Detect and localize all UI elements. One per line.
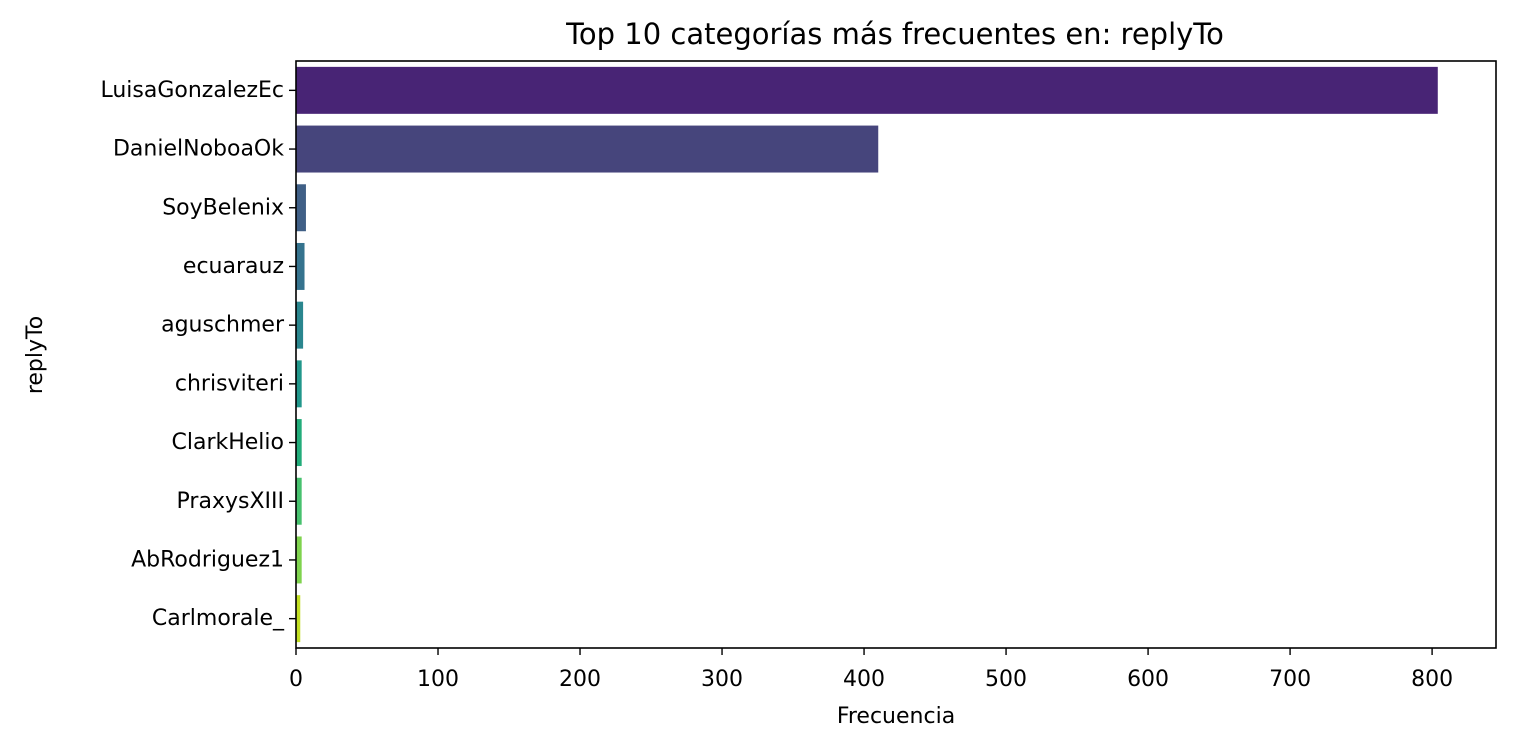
x-tick-label: 0: [289, 667, 303, 692]
chart-title: Top 10 categorías más frecuentes en: rep…: [565, 17, 1224, 51]
y-axis-ticks: LuisaGonzalezEc DanielNoboaOk SoyBelenix ec…: [100, 78, 296, 631]
x-tick-label: 300: [701, 667, 743, 692]
plot-frame: [295, 60, 1497, 649]
bars-group: [296, 66, 1438, 643]
bar-PraxysXIII: [296, 477, 302, 525]
bar-ecuarauz: [296, 242, 305, 290]
y-tick-label: Carlmorale_: [152, 606, 285, 631]
y-tick-label: LuisaGonzalezEc: [100, 78, 284, 103]
y-axis-label: replyTo: [23, 316, 48, 394]
bar-chrisviteri: [296, 360, 302, 408]
x-tick-label: 200: [559, 667, 601, 692]
y-tick-label: AbRodriguez1: [131, 547, 284, 572]
y-tick-label: SoyBelenix: [162, 195, 284, 220]
bar-SoyBelenix: [296, 184, 306, 232]
x-tick-label: 500: [985, 667, 1027, 692]
bar-DanielNoboaOk: [296, 125, 879, 173]
y-tick-label: ClarkHelio: [171, 430, 284, 455]
bar-Carlmorale_: [296, 595, 301, 643]
x-axis-ticks: 0 100 200 300 400 500 600 700 800: [289, 648, 1453, 692]
y-tick-label: PraxysXIII: [177, 489, 284, 514]
x-tick-label: 100: [417, 667, 459, 692]
x-tick-label: 400: [843, 667, 885, 692]
y-tick-label: DanielNoboaOk: [113, 137, 284, 162]
x-tick-label: 600: [1127, 667, 1169, 692]
bar-LuisaGonzalezEc: [296, 66, 1438, 114]
x-tick-label: 800: [1411, 667, 1453, 692]
bar-AbRodriguez1: [296, 536, 302, 584]
x-tick-label: 700: [1269, 667, 1311, 692]
y-tick-label: aguschmer: [161, 313, 285, 338]
y-tick-label: chrisviteri: [175, 371, 284, 396]
y-tick-label: ecuarauz: [183, 254, 284, 279]
x-axis-label: Frecuencia: [837, 704, 955, 729]
bar-ClarkHelio: [296, 419, 302, 467]
bar-aguschmer: [296, 301, 304, 349]
